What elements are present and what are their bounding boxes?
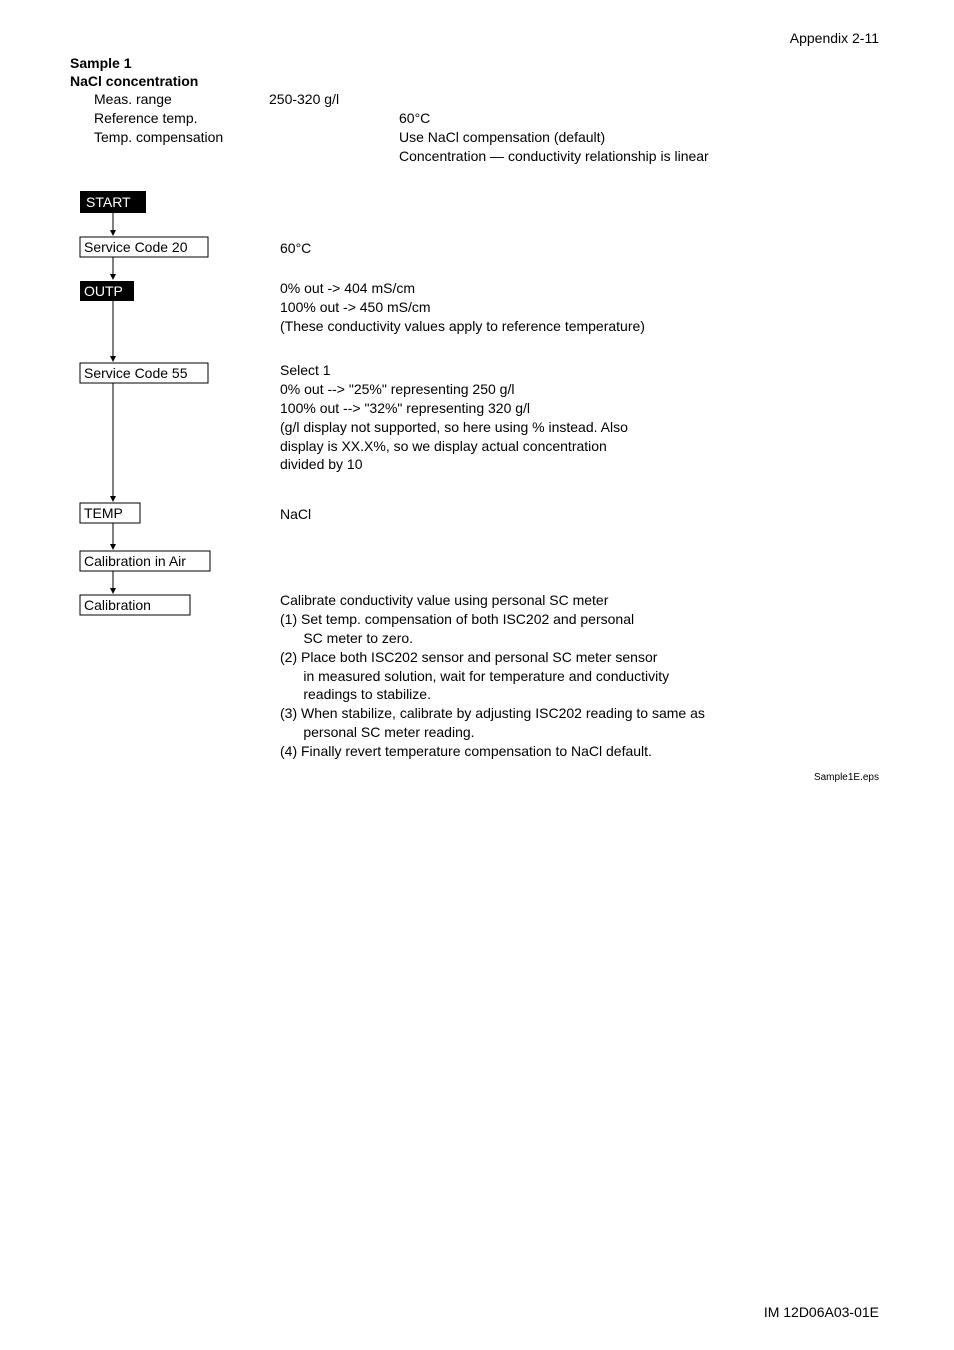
node-start-text: START [86, 194, 131, 210]
temp-comp-value2: Concentration — conductivity relationshi… [399, 147, 879, 166]
desc-cal-l4: (3) When stabilize, calibrate by adjusti… [280, 704, 879, 723]
desc-cal-l2b: SC meter to zero. [280, 629, 879, 648]
desc-cal-l4b: personal SC meter reading. [280, 723, 879, 742]
page-header: Appendix 2-11 [70, 30, 879, 46]
desc-outp-l3: (These conductivity values apply to refe… [280, 317, 879, 336]
temp-comp-value1: Use NaCl compensation (default) [399, 128, 879, 147]
desc-cal-l1: Calibrate conductivity value using perso… [280, 591, 879, 610]
flowchart: START Service Code 20 OUTP Service Code … [70, 191, 280, 731]
ref-temp-value: 60°C [399, 109, 879, 128]
node-outp-text: OUTP [84, 283, 123, 299]
desc-outp: 0% out -> 404 mS/cm 100% out -> 450 mS/c… [280, 279, 879, 336]
desc-sc20: 60°C [280, 239, 879, 258]
node-temp-text: TEMP [84, 505, 123, 521]
desc-sc55-l6: divided by 10 [280, 455, 879, 474]
description-column: 60°C 0% out -> 404 mS/cm 100% out -> 450… [280, 191, 879, 731]
title-sample: Sample 1 [70, 54, 879, 72]
desc-outp-l1: 0% out -> 404 mS/cm [280, 279, 879, 298]
node-sc55-text: Service Code 55 [84, 365, 188, 381]
desc-sc55-l5: display is XX.X%, so we display actual c… [280, 437, 879, 456]
node-sc20-text: Service Code 20 [84, 239, 188, 255]
title-nacl: NaCl concentration [70, 72, 879, 90]
desc-outp-l2: 100% out -> 450 mS/cm [280, 298, 879, 317]
desc-sc55: Select 1 0% out --> "25%" representing 2… [280, 361, 879, 474]
desc-calibration: Calibrate conductivity value using perso… [280, 591, 879, 785]
desc-sc55-l2: 0% out --> "25%" representing 250 g/l [280, 380, 879, 399]
desc-sc55-l1: Select 1 [280, 361, 879, 380]
page-footer: IM 12D06A03-01E [764, 1304, 879, 1320]
eps-label: Sample1E.eps [280, 771, 879, 785]
desc-cal-l5: (4) Finally revert temperature compensat… [280, 742, 879, 761]
meas-range-value: 250-320 g/l [269, 90, 399, 109]
desc-temp: NaCl [280, 505, 879, 524]
meas-range-label: Meas. range [70, 90, 269, 109]
parameter-block: Meas. range 250-320 g/l Reference temp. … [70, 90, 879, 166]
desc-cal-l3c: readings to stabilize. [280, 685, 879, 704]
desc-sc55-l3: 100% out --> "32%" representing 320 g/l [280, 399, 879, 418]
desc-cal-l3: (2) Place both ISC202 sensor and persona… [280, 648, 879, 667]
node-calibration-text: Calibration [84, 597, 151, 613]
ref-temp-label: Reference temp. [70, 109, 269, 128]
desc-cal-l2: (1) Set temp. compensation of both ISC20… [280, 610, 879, 629]
node-cal-air-text: Calibration in Air [84, 553, 186, 569]
desc-sc55-l4: (g/l display not supported, so here usin… [280, 418, 879, 437]
temp-comp-label: Temp. compensation [70, 128, 269, 147]
desc-cal-l3b: in measured solution, wait for temperatu… [280, 667, 879, 686]
